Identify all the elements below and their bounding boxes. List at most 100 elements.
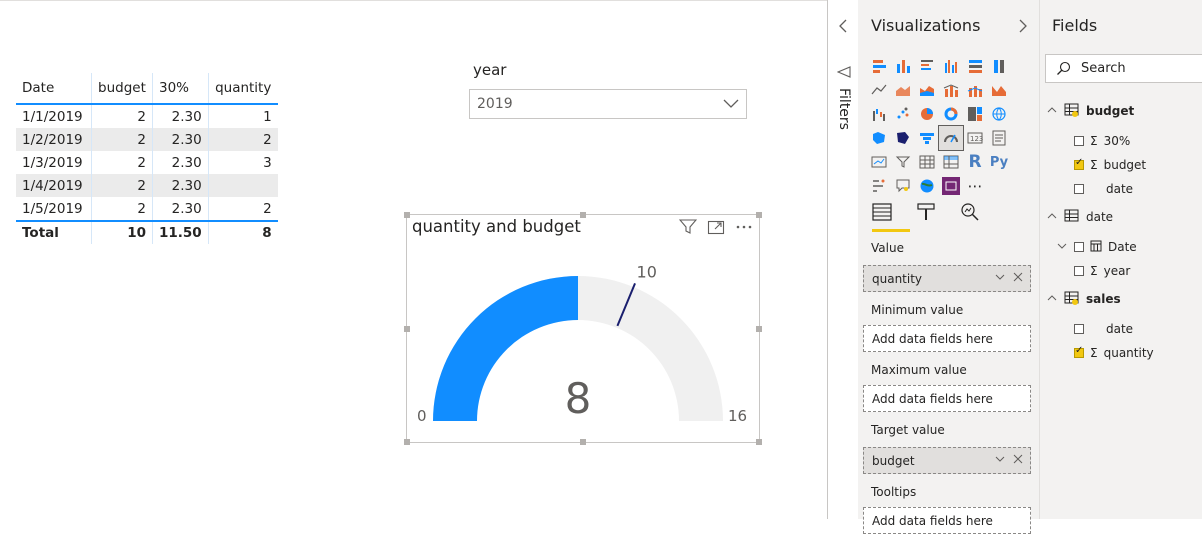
chevron-up-icon[interactable] — [1046, 104, 1058, 119]
fields-search-input[interactable]: Search — [1045, 54, 1202, 83]
line-stacked-column-icon[interactable] — [963, 78, 987, 102]
field-item[interactable]: date — [1074, 180, 1133, 198]
total-quantity: 8 — [207, 220, 278, 244]
year-slicer-dropdown[interactable]: 2019 — [469, 89, 747, 119]
100pct-stacked-column-icon[interactable] — [987, 54, 1011, 78]
chevron-up-icon[interactable] — [1046, 292, 1058, 307]
resize-handle[interactable] — [404, 326, 410, 332]
more-visuals-icon[interactable]: ⋯ — [967, 177, 983, 195]
chevron-down-icon[interactable] — [994, 453, 1006, 468]
minimum-value-well[interactable]: Add data fields here — [863, 325, 1031, 352]
fields-tab-icon[interactable] — [871, 201, 893, 227]
chevron-right-icon[interactable] — [1017, 18, 1029, 38]
resize-handle[interactable] — [404, 439, 410, 445]
table-icon[interactable] — [915, 150, 939, 174]
clustered-column-chart-icon[interactable] — [939, 54, 963, 78]
line-chart-icon[interactable] — [867, 78, 891, 102]
table-visual[interactable]: Date budget 30% quantity 1/1/2019 2 2.30… — [16, 73, 278, 244]
field-table-budget[interactable]: budget — [1046, 102, 1134, 120]
filled-map-icon[interactable] — [867, 126, 891, 150]
focus-mode-icon[interactable] — [707, 219, 725, 239]
filter-icon[interactable] — [678, 219, 698, 239]
ribbon-chart-icon[interactable] — [987, 78, 1011, 102]
tooltips-well[interactable]: Add data fields here — [863, 507, 1031, 534]
resize-handle[interactable] — [580, 439, 586, 445]
scatter-chart-icon[interactable] — [891, 102, 915, 126]
field-checkbox[interactable] — [1074, 242, 1084, 252]
sigma-icon: Σ — [1090, 158, 1098, 172]
target-value-well[interactable]: budget — [863, 447, 1031, 474]
remove-field-icon[interactable] — [1012, 453, 1024, 468]
cell-30pct: 2.30 — [152, 174, 209, 197]
r-visual-icon[interactable]: R — [968, 152, 982, 172]
field-item[interactable]: Σ quantity — [1074, 344, 1154, 362]
line-clustered-column-icon[interactable] — [939, 78, 963, 102]
resize-handle[interactable] — [756, 326, 762, 332]
gauge-chart-icon[interactable] — [938, 125, 964, 151]
area-chart-icon[interactable] — [891, 78, 915, 102]
field-item[interactable]: Σ budget — [1074, 156, 1146, 174]
resize-handle[interactable] — [404, 212, 410, 218]
analytics-tab-icon[interactable] — [959, 201, 981, 227]
treemap-icon[interactable] — [963, 102, 987, 126]
remove-field-icon[interactable] — [1012, 271, 1024, 286]
python-visual-icon[interactable]: Py — [989, 154, 1009, 170]
field-checkbox[interactable] — [1074, 266, 1084, 276]
field-checkbox[interactable] — [1074, 157, 1084, 170]
clustered-bar-chart-icon[interactable] — [915, 54, 939, 78]
field-item[interactable]: Σ year — [1074, 262, 1130, 280]
field-checkbox[interactable] — [1074, 324, 1084, 334]
chevron-up-icon[interactable] — [1046, 210, 1058, 225]
field-label: Date — [1108, 240, 1137, 254]
stacked-column-chart-icon[interactable] — [891, 54, 915, 78]
donut-chart-icon[interactable] — [939, 102, 963, 126]
value-well[interactable]: quantity — [863, 265, 1031, 292]
funnel-chart-icon[interactable] — [915, 126, 939, 150]
cell-budget: 2 — [91, 174, 153, 197]
visual-title: quantity and budget — [412, 217, 581, 236]
resize-handle[interactable] — [580, 212, 586, 218]
total-label: Total — [16, 220, 92, 244]
column-header-quantity[interactable]: quantity — [207, 73, 278, 105]
field-item[interactable]: Σ 30% — [1074, 132, 1130, 150]
field-table-date[interactable]: date — [1046, 208, 1113, 226]
qa-visual-icon[interactable] — [891, 174, 915, 198]
filters-pane-collapsed[interactable]: Filters — [827, 0, 858, 519]
column-header-30pct[interactable]: 30% — [152, 73, 209, 105]
chevron-left-icon[interactable] — [837, 18, 849, 38]
waterfall-chart-icon[interactable] — [867, 102, 891, 126]
field-checkbox[interactable] — [1074, 136, 1084, 146]
chevron-down-icon[interactable] — [994, 271, 1006, 286]
multi-row-card-icon[interactable] — [987, 126, 1011, 150]
pie-chart-icon[interactable] — [915, 102, 939, 126]
stacked-area-chart-icon[interactable] — [915, 78, 939, 102]
more-options-icon[interactable] — [735, 219, 753, 239]
column-header-date[interactable]: Date — [16, 73, 92, 105]
field-item[interactable]: Date — [1056, 238, 1137, 256]
resize-handle[interactable] — [756, 212, 762, 218]
stacked-bar-chart-icon[interactable] — [867, 54, 891, 78]
gauge-visual[interactable]: quantity and budget 10 8 0 16 — [404, 212, 762, 445]
cell-30pct: 2.30 — [152, 197, 209, 221]
resize-handle[interactable] — [756, 439, 762, 445]
chevron-down-icon[interactable] — [1056, 240, 1068, 255]
field-checkbox[interactable] — [1074, 345, 1084, 358]
kpi-icon[interactable] — [867, 150, 891, 174]
globe-visual-icon[interactable] — [915, 174, 939, 198]
field-item[interactable]: date — [1074, 320, 1133, 338]
gauge-fill — [433, 276, 578, 421]
map-icon[interactable] — [987, 102, 1011, 126]
shape-map-icon[interactable] — [891, 126, 915, 150]
field-checkbox[interactable] — [1074, 184, 1084, 194]
filters-label[interactable]: Filters — [836, 88, 852, 130]
key-influencers-icon[interactable] — [867, 174, 891, 198]
matrix-icon[interactable] — [939, 150, 963, 174]
slicer-icon[interactable] — [891, 150, 915, 174]
power-apps-icon[interactable] — [939, 174, 963, 198]
100pct-stacked-bar-icon[interactable] — [963, 54, 987, 78]
column-header-budget[interactable]: budget — [91, 73, 153, 105]
format-tab-icon[interactable] — [915, 201, 937, 227]
field-table-sales[interactable]: sales — [1046, 290, 1121, 308]
card-icon[interactable]: 123 — [963, 126, 987, 150]
maximum-value-well[interactable]: Add data fields here — [863, 385, 1031, 412]
